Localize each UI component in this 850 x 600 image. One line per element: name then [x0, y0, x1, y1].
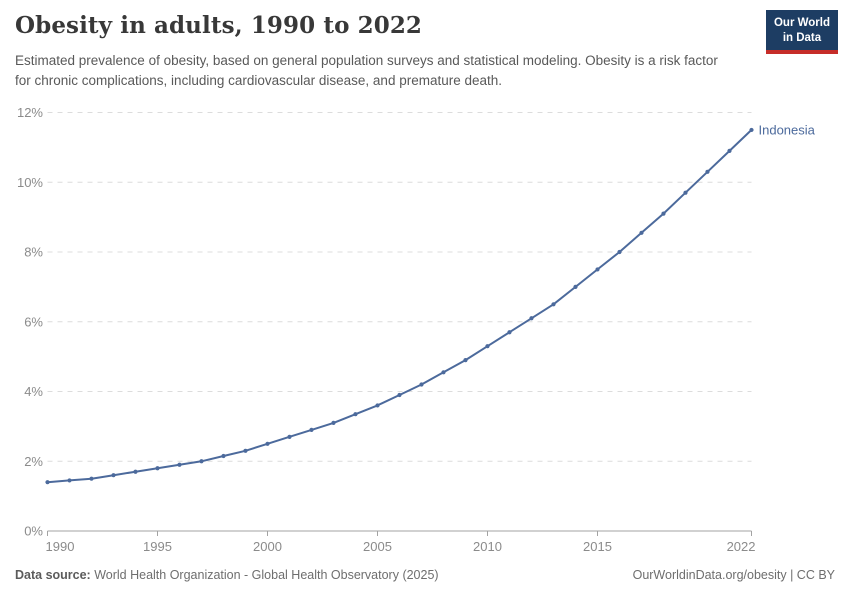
- y-tick-label: 0%: [24, 524, 43, 539]
- data-point-marker: [375, 403, 380, 408]
- owid-logo-line2: in Data: [782, 31, 822, 44]
- data-source-note: Data source: World Health Organization -…: [15, 568, 439, 582]
- owid-credit-link[interactable]: OurWorldinData.org/obesity | CC BY: [632, 568, 835, 582]
- data-point-marker: [727, 148, 732, 153]
- x-tick-label: 2010: [473, 539, 502, 554]
- data-point-marker: [419, 382, 424, 387]
- data-point-marker: [683, 190, 688, 195]
- chart-subtitle: Estimated prevalence of obesity, based o…: [15, 53, 718, 88]
- data-source-label: Data source:: [15, 568, 91, 582]
- data-point-marker: [155, 466, 160, 471]
- data-point-marker: [441, 370, 446, 375]
- data-point-marker: [463, 358, 468, 363]
- data-point-marker: [595, 267, 600, 272]
- data-point-marker: [221, 453, 226, 459]
- data-point-marker: [639, 230, 644, 235]
- data-point-marker: [353, 412, 358, 417]
- y-tick-label: 8%: [24, 245, 43, 260]
- y-tick-label: 2%: [24, 454, 43, 469]
- series-entity-label[interactable]: Indonesia: [759, 122, 816, 137]
- data-point-marker: [287, 434, 292, 439]
- x-tick-label: 1990: [46, 539, 75, 554]
- data-point-marker: [89, 476, 94, 481]
- y-tick-label: 12%: [17, 105, 43, 120]
- data-point-marker: [551, 302, 556, 307]
- data-point-marker: [67, 478, 72, 483]
- y-tick-label: 10%: [17, 175, 43, 190]
- x-tick-label: 2022: [727, 539, 756, 554]
- data-point-marker: [661, 211, 666, 216]
- data-point-marker: [309, 427, 314, 432]
- data-point-marker: [617, 249, 622, 255]
- x-tick-label: 2000: [253, 539, 282, 554]
- chart-footer: Data source: World Health Organization -…: [15, 568, 835, 582]
- x-tick-label: 2015: [583, 539, 612, 554]
- x-tick-label: 2005: [363, 539, 392, 554]
- y-tick-label: 6%: [24, 314, 43, 329]
- data-point-marker: [199, 459, 204, 464]
- y-tick-label: 4%: [24, 384, 43, 399]
- data-point-marker: [749, 127, 754, 133]
- data-point-marker: [705, 169, 710, 174]
- chart-title: Obesity in adults, 1990 to 2022: [15, 12, 423, 39]
- data-point-marker: [111, 473, 116, 478]
- data-point-marker: [265, 441, 270, 446]
- data-point-marker: [331, 420, 336, 425]
- data-point-marker: [573, 284, 578, 289]
- x-tick-label: 1995: [143, 539, 172, 554]
- data-point-marker: [177, 462, 182, 467]
- owid-logo[interactable]: Our World in Data: [765, 10, 838, 54]
- data-point-marker: [529, 316, 534, 321]
- data-point-marker: [397, 392, 402, 398]
- data-point-marker: [507, 330, 512, 335]
- data-point-marker: [133, 469, 138, 474]
- data-point-marker: [45, 480, 50, 485]
- data-point-marker: [485, 344, 490, 349]
- owid-logo-line1: Our World: [773, 17, 830, 29]
- data-point-marker: [243, 448, 248, 453]
- data-source-text: World Health Organization - Global Healt…: [90, 568, 439, 582]
